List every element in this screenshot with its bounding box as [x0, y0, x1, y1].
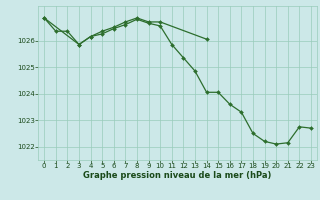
X-axis label: Graphe pression niveau de la mer (hPa): Graphe pression niveau de la mer (hPa)	[84, 171, 272, 180]
